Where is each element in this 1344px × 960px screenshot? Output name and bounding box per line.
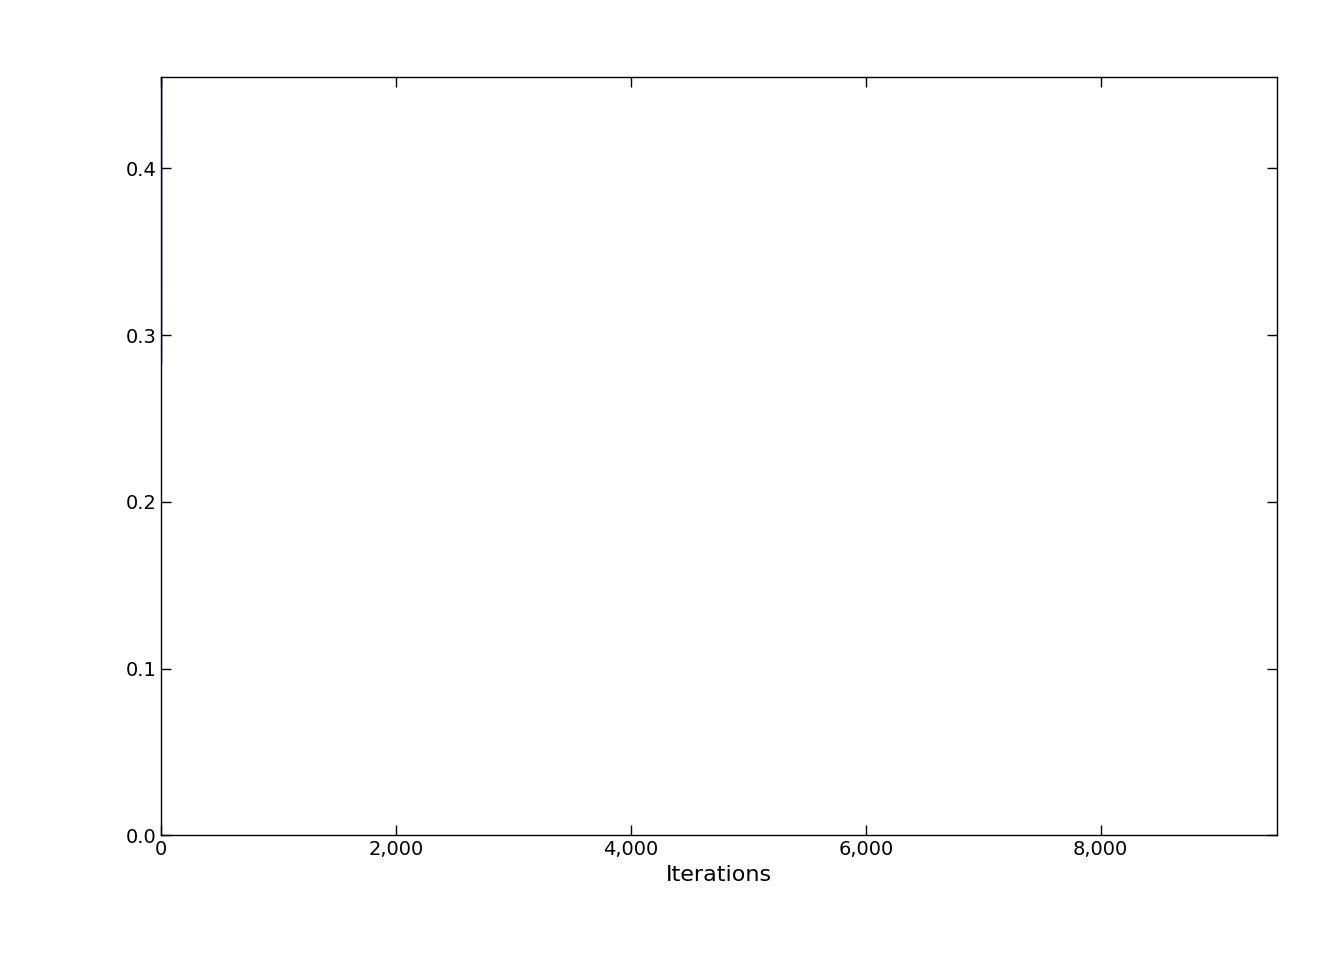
X-axis label: Iterations: Iterations <box>667 865 771 884</box>
